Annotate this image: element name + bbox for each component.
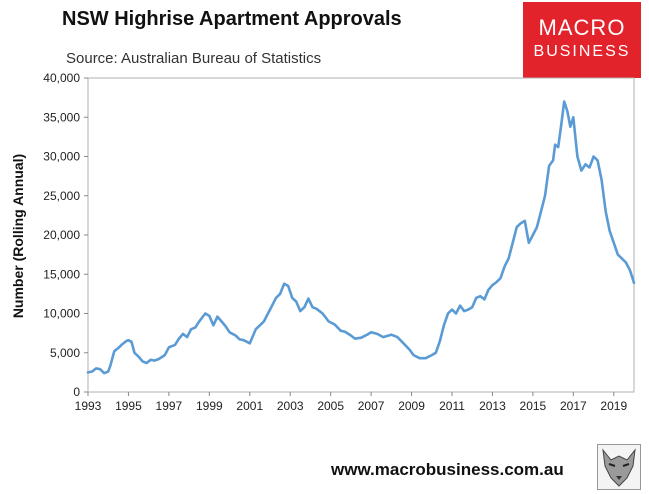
x-tick-label: 2003 [277,399,304,413]
wolf-icon [597,444,641,490]
y-tick-label: 20,000 [43,228,80,242]
logo-line-2: BUSINESS [533,43,631,60]
chart-subtitle: Source: Australian Bureau of Statistics [66,50,322,67]
x-tick-label: 2009 [398,399,425,413]
chart-title: NSW Highrise Apartment Approvals [62,8,402,30]
x-tick-label: 1999 [196,399,223,413]
macrobusiness-logo: MACRO BUSINESS [523,2,641,78]
y-tick-label: 35,000 [43,110,80,124]
y-tick-label: 25,000 [43,189,80,203]
y-tick-label: 0 [73,385,80,399]
plot-frame [87,77,635,393]
x-tick-label: 2013 [479,399,506,413]
x-axis: 1993 1995 1997 1999 2001 2003 2005 2007 2009 2011… [75,392,627,413]
x-tick-label: 1997 [156,399,183,413]
x-tick-label: 2005 [317,399,344,413]
y-axis-label: Number (Rolling Annual) [10,153,26,319]
footer-url: www.macrobusiness.com.au [331,460,564,479]
y-axis: 0 5,000 10,000 15,000 20,000 25,000 30,000 35,0… [43,71,88,399]
x-tick-label: 1993 [75,399,102,413]
logo-line-1: MACRO [538,15,626,40]
x-tick-label: 2007 [358,399,385,413]
y-tick-label: 40,000 [43,71,80,85]
x-tick-label: 2015 [520,399,547,413]
y-tick-label: 30,000 [43,150,80,164]
plot-border [87,77,635,393]
y-tick-label: 15,000 [43,267,80,281]
x-tick-label: 2001 [236,399,263,413]
x-tick-label: 1995 [115,399,142,413]
y-tick-label: 5,000 [50,346,80,360]
x-tick-label: 2017 [560,399,587,413]
x-tick-label: 2019 [600,399,627,413]
x-tick-label: 2011 [439,399,465,413]
series-line-0 [86,100,636,375]
series-layer [86,100,636,375]
y-tick-label: 10,000 [43,307,80,321]
